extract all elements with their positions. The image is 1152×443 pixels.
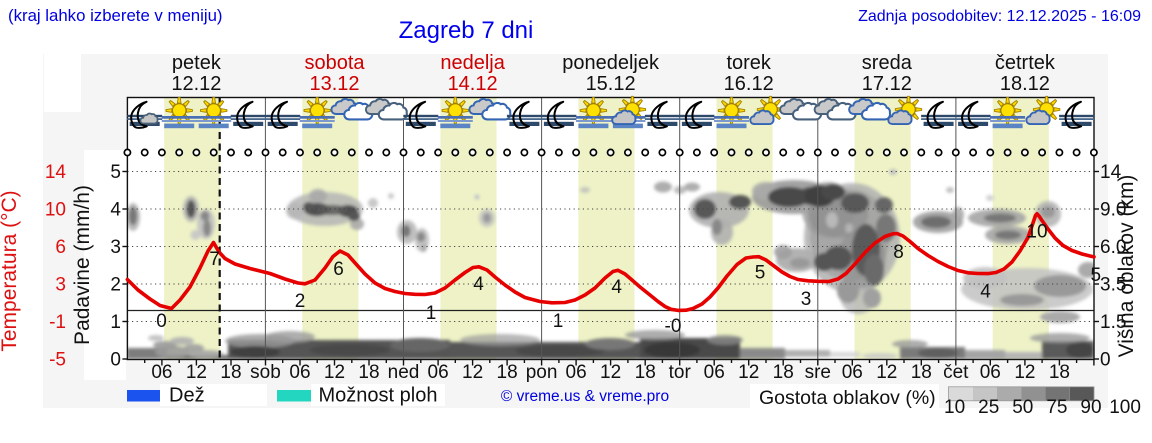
svg-text:4: 4	[980, 282, 991, 303]
svg-text:6.0: 6.0	[1100, 237, 1126, 258]
svg-text:nedelja: nedelja	[440, 52, 505, 74]
svg-text:10: 10	[45, 200, 66, 221]
svg-text:06: 06	[842, 362, 863, 383]
svg-text:Dež: Dež	[169, 385, 205, 407]
svg-text:18: 18	[358, 362, 379, 383]
svg-text:3: 3	[801, 289, 812, 310]
svg-text:sreda: sreda	[862, 52, 913, 74]
svg-text:12: 12	[324, 362, 345, 383]
svg-text:4: 4	[473, 274, 484, 295]
svg-text:7: 7	[209, 249, 220, 270]
svg-text:4: 4	[110, 200, 121, 221]
svg-text:12: 12	[462, 362, 483, 383]
svg-text:18: 18	[911, 362, 932, 383]
svg-text:14.12: 14.12	[448, 73, 498, 95]
svg-text:© vreme.us & vreme.pro: © vreme.us & vreme.pro	[501, 388, 669, 405]
svg-text:13.12: 13.12	[309, 73, 359, 95]
svg-text:5: 5	[1091, 265, 1102, 286]
svg-text:1: 1	[110, 312, 121, 333]
svg-text:90: 90	[1080, 397, 1101, 418]
svg-text:sob: sob	[250, 362, 281, 383]
svg-text:3: 3	[55, 275, 66, 296]
svg-text:75: 75	[1046, 397, 1067, 418]
svg-text:ponedeljek: ponedeljek	[562, 52, 660, 74]
svg-text:1.5: 1.5	[1100, 312, 1126, 333]
svg-text:-1: -1	[49, 312, 66, 333]
svg-text:Temperatura (°C): Temperatura (°C)	[0, 190, 21, 351]
svg-text:tor: tor	[669, 362, 692, 383]
svg-text:4: 4	[611, 277, 622, 298]
svg-text:sobota: sobota	[304, 52, 365, 74]
svg-text:6: 6	[333, 259, 344, 280]
svg-text:3: 3	[110, 237, 121, 258]
svg-text:Višina oblakov (km): Višina oblakov (km)	[1115, 175, 1138, 358]
svg-text:06: 06	[289, 362, 310, 383]
svg-text:sre: sre	[805, 362, 831, 383]
svg-text:1: 1	[553, 311, 564, 332]
svg-text:torek: torek	[726, 52, 771, 74]
svg-text:1: 1	[426, 303, 437, 324]
svg-text:12.12: 12.12	[171, 73, 221, 95]
svg-text:Padavine (mm/h): Padavine (mm/h)	[71, 185, 94, 345]
svg-text:2: 2	[295, 291, 306, 312]
svg-text:12: 12	[186, 362, 207, 383]
svg-text:25: 25	[978, 397, 999, 418]
svg-text:14: 14	[1100, 162, 1122, 183]
svg-text:10: 10	[1026, 222, 1047, 243]
svg-text:06: 06	[151, 362, 172, 383]
svg-text:5: 5	[755, 263, 766, 284]
svg-text:18.12: 18.12	[1000, 73, 1050, 95]
svg-text:Zagreb 7 dni: Zagreb 7 dni	[399, 17, 534, 44]
svg-text:(kraj lahko izberete v meniju): (kraj lahko izberete v meniju)	[8, 6, 223, 25]
svg-text:0: 0	[1100, 350, 1111, 371]
svg-text:četrtek: četrtek	[995, 52, 1056, 74]
svg-text:12: 12	[1014, 362, 1035, 383]
svg-text:06: 06	[704, 362, 725, 383]
svg-text:18: 18	[773, 362, 794, 383]
svg-text:12: 12	[600, 362, 621, 383]
svg-text:15.12: 15.12	[586, 73, 636, 95]
svg-text:100: 100	[1109, 397, 1141, 418]
svg-text:pon: pon	[526, 362, 558, 383]
svg-text:3.5: 3.5	[1100, 275, 1126, 296]
svg-text:8: 8	[893, 242, 904, 263]
svg-text:2: 2	[110, 275, 121, 296]
svg-text:čet: čet	[943, 362, 969, 383]
svg-text:10: 10	[944, 397, 965, 418]
svg-text:06: 06	[980, 362, 1001, 383]
svg-text:0: 0	[110, 350, 121, 371]
svg-text:18: 18	[220, 362, 241, 383]
svg-text:12: 12	[738, 362, 759, 383]
svg-text:Zadnja posodobitev: 12.12.2025: Zadnja posodobitev: 12.12.2025 - 16:09	[858, 8, 1141, 25]
svg-text:50: 50	[1012, 397, 1033, 418]
svg-text:14: 14	[45, 162, 67, 183]
svg-text:-0: -0	[665, 316, 682, 337]
svg-text:ned: ned	[388, 362, 420, 383]
svg-text:Možnost ploh: Možnost ploh	[319, 385, 438, 407]
svg-text:-5: -5	[49, 350, 66, 371]
svg-text:18: 18	[1049, 362, 1070, 383]
svg-text:5: 5	[110, 162, 121, 183]
svg-text:16.12: 16.12	[724, 73, 774, 95]
svg-text:12: 12	[876, 362, 897, 383]
svg-text:Gostota oblakov (%): Gostota oblakov (%)	[759, 387, 936, 409]
svg-text:petek: petek	[172, 52, 222, 74]
svg-text:06: 06	[566, 362, 587, 383]
svg-text:6: 6	[55, 237, 66, 258]
svg-text:9.0: 9.0	[1100, 200, 1126, 221]
svg-text:18: 18	[497, 362, 518, 383]
svg-text:06: 06	[428, 362, 449, 383]
svg-text:17.12: 17.12	[862, 73, 912, 95]
svg-text:18: 18	[635, 362, 656, 383]
svg-text:0: 0	[156, 311, 167, 332]
